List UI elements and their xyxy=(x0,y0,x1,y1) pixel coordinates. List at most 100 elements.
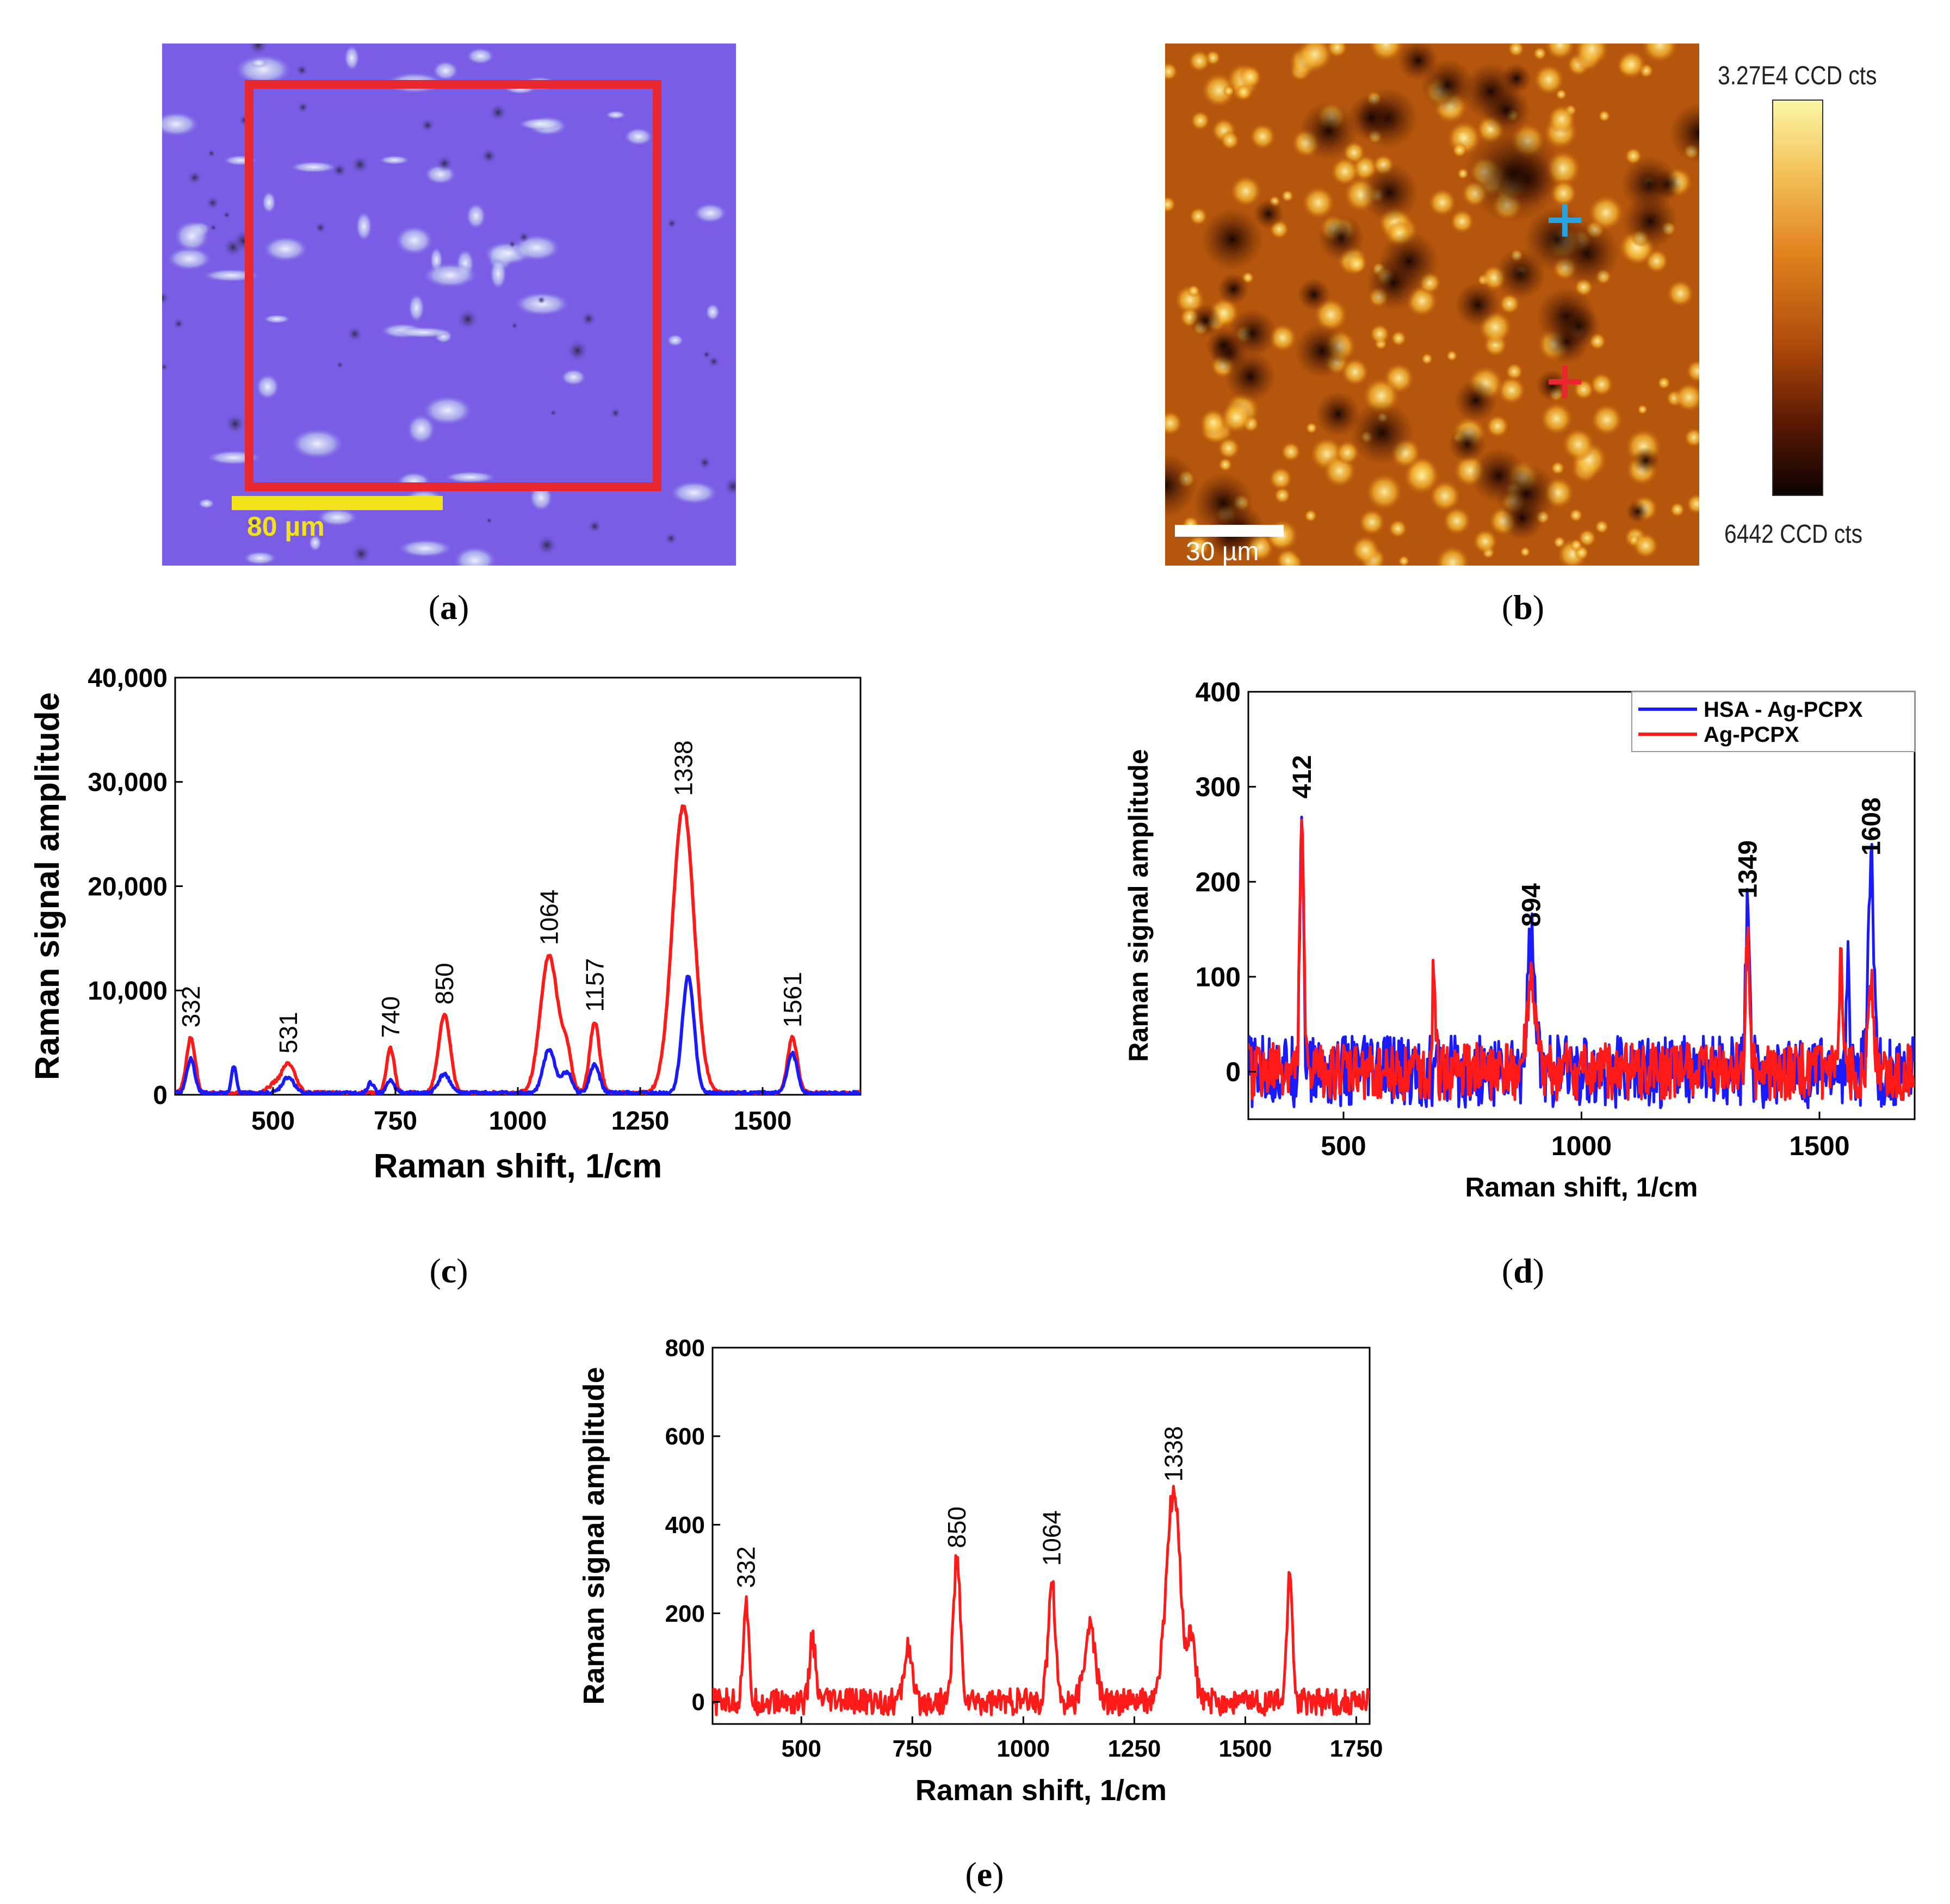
x-axis-label: Raman shift, 1/cm xyxy=(1465,1172,1698,1202)
raman-map-panel-b: 30 µm xyxy=(1165,44,1699,566)
dark-spot xyxy=(488,103,507,122)
cell-feature xyxy=(692,203,728,224)
intensity-spot xyxy=(1544,44,1576,61)
cell-feature xyxy=(242,551,277,566)
series-line-ag-pcpx xyxy=(1248,818,1915,1102)
peak-label: 850 xyxy=(430,963,459,1004)
intensity-spot xyxy=(1569,508,1583,523)
intensity-spot xyxy=(1219,130,1240,151)
dark-spot xyxy=(456,307,479,331)
cross-marker-2 xyxy=(1549,365,1581,398)
scale-bar-label: 80 µm xyxy=(247,511,325,542)
intensity-spot xyxy=(1669,501,1686,518)
intensity-spot xyxy=(1350,535,1381,565)
cell-feature xyxy=(250,58,268,68)
intensity-spot xyxy=(1187,49,1211,73)
intensity-spot xyxy=(1187,284,1200,297)
intensity-spot xyxy=(1686,493,1699,515)
low-intensity-spot xyxy=(1626,500,1649,523)
intensity-spot xyxy=(1632,532,1660,559)
low-intensity-spot xyxy=(1455,282,1501,327)
intensity-spot xyxy=(1589,372,1614,397)
dark-spot xyxy=(580,311,597,327)
legend-label: Ag-PCPX xyxy=(1704,723,1799,747)
cell-feature xyxy=(432,60,459,81)
cell-feature xyxy=(466,202,487,230)
intensity-spot xyxy=(1190,110,1211,131)
cell-feature xyxy=(289,161,339,173)
panel-label-a: (a) xyxy=(428,588,469,627)
cross-marker-1 xyxy=(1549,204,1581,237)
x-tick-label: 1500 xyxy=(734,1107,792,1136)
low-intensity-spot xyxy=(1188,304,1222,337)
low-intensity-region xyxy=(1557,305,1600,348)
low-intensity-spot xyxy=(1481,85,1531,135)
cell-feature xyxy=(166,246,213,271)
x-axis-label: Raman shift, 1/cm xyxy=(915,1774,1167,1807)
intensity-spot xyxy=(1304,508,1317,523)
dark-spot xyxy=(247,44,269,56)
cell-feature xyxy=(162,111,200,137)
cell-feature xyxy=(408,293,425,323)
x-tick-label: 750 xyxy=(374,1107,417,1136)
dark-spot xyxy=(207,148,216,158)
cell-feature xyxy=(605,110,627,120)
dark-spot xyxy=(708,355,720,368)
dark-spot xyxy=(209,224,218,232)
intensity-spot xyxy=(1165,61,1179,82)
cell-feature xyxy=(174,220,210,253)
panel-label-c: (c) xyxy=(429,1251,468,1290)
legend-label: HSA - Ag-PCPX xyxy=(1704,698,1863,722)
intensity-spot xyxy=(1217,436,1241,460)
y-tick-label: 100 xyxy=(1196,962,1241,993)
low-intensity-spot xyxy=(1315,392,1361,437)
colorbar-min-label: 6442 CCD cts xyxy=(1724,520,1862,549)
cell-feature xyxy=(344,45,360,71)
intensity-spot xyxy=(1550,461,1565,476)
intensity-spot xyxy=(1273,486,1291,504)
low-intensity-spot xyxy=(1454,379,1497,422)
scale-bar-label: 30 µm xyxy=(1186,537,1259,566)
intensity-spot xyxy=(1532,63,1565,96)
peak-label: 412 xyxy=(1288,755,1317,798)
low-intensity-region xyxy=(1366,256,1421,310)
low-intensity-spot xyxy=(1299,102,1358,160)
cell-feature xyxy=(560,368,587,386)
intensity-spot xyxy=(1280,441,1302,462)
low-intensity-spot xyxy=(1253,199,1284,230)
dark-spot xyxy=(436,154,454,172)
cell-feature xyxy=(316,508,359,527)
intensity-spot xyxy=(1666,279,1695,308)
cell-feature xyxy=(489,257,507,290)
intensity-spot xyxy=(1472,528,1499,555)
x-tick-label: 1000 xyxy=(996,1735,1050,1762)
cell-feature xyxy=(406,413,436,445)
cell-feature xyxy=(308,534,322,552)
low-intensity-spot xyxy=(1297,278,1330,311)
colorbar xyxy=(1772,100,1823,496)
low-intensity-spot xyxy=(1623,194,1678,249)
x-tick-label: 1250 xyxy=(611,1107,670,1136)
low-intensity-region xyxy=(1464,125,1562,223)
intensity-spot xyxy=(1367,44,1405,63)
intensity-spot xyxy=(1219,401,1253,434)
cell-feature xyxy=(623,127,654,146)
micrograph-image: 80 µm xyxy=(162,44,736,566)
peak-label: 1064 xyxy=(535,890,564,945)
cell-feature xyxy=(355,210,373,242)
intensity-spot xyxy=(1434,544,1471,566)
cell-feature xyxy=(443,471,498,483)
cell-feature xyxy=(453,546,497,566)
intensity-spot xyxy=(1365,472,1404,512)
cell-feature xyxy=(233,53,293,86)
cell-feature xyxy=(289,427,345,460)
intensity-spot xyxy=(1223,85,1235,97)
intensity-spot xyxy=(1587,194,1625,232)
dark-spot xyxy=(173,318,185,330)
cell-feature xyxy=(422,395,474,426)
dark-spot xyxy=(336,361,344,369)
raman-intensity-map: 30 µm xyxy=(1165,44,1699,566)
intensity-spot xyxy=(1519,546,1531,557)
y-tick-label: 600 xyxy=(665,1423,705,1450)
low-intensity-spot xyxy=(1295,324,1349,379)
